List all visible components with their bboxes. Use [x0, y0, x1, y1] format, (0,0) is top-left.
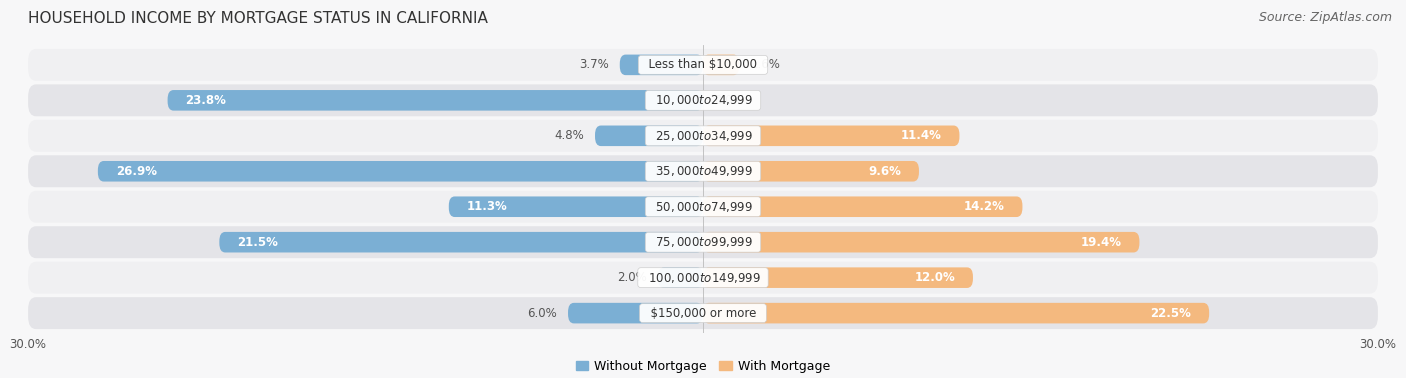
- Text: 11.3%: 11.3%: [467, 200, 508, 213]
- Text: 23.8%: 23.8%: [186, 94, 226, 107]
- Text: 2.0%: 2.0%: [617, 271, 647, 284]
- FancyBboxPatch shape: [620, 54, 703, 75]
- Text: $75,000 to $99,999: $75,000 to $99,999: [648, 235, 758, 249]
- FancyBboxPatch shape: [167, 90, 703, 111]
- Text: 19.4%: 19.4%: [1080, 236, 1122, 249]
- FancyBboxPatch shape: [703, 161, 920, 181]
- FancyBboxPatch shape: [703, 267, 973, 288]
- FancyBboxPatch shape: [98, 161, 703, 181]
- Text: 4.8%: 4.8%: [554, 129, 583, 142]
- FancyBboxPatch shape: [28, 297, 1378, 329]
- Text: $100,000 to $149,999: $100,000 to $149,999: [641, 271, 765, 285]
- Text: 26.9%: 26.9%: [115, 165, 157, 178]
- FancyBboxPatch shape: [595, 125, 703, 146]
- FancyBboxPatch shape: [449, 197, 703, 217]
- FancyBboxPatch shape: [28, 226, 1378, 258]
- Text: 22.5%: 22.5%: [1150, 307, 1191, 320]
- Text: $25,000 to $34,999: $25,000 to $34,999: [648, 129, 758, 143]
- Text: 9.6%: 9.6%: [868, 165, 901, 178]
- Text: $50,000 to $74,999: $50,000 to $74,999: [648, 200, 758, 214]
- Legend: Without Mortgage, With Mortgage: Without Mortgage, With Mortgage: [571, 355, 835, 378]
- Text: 1.6%: 1.6%: [751, 58, 780, 71]
- FancyBboxPatch shape: [28, 191, 1378, 223]
- FancyBboxPatch shape: [28, 49, 1378, 81]
- FancyBboxPatch shape: [28, 120, 1378, 152]
- FancyBboxPatch shape: [28, 262, 1378, 294]
- Text: 14.2%: 14.2%: [963, 200, 1004, 213]
- Text: Less than $10,000: Less than $10,000: [641, 58, 765, 71]
- FancyBboxPatch shape: [568, 303, 703, 324]
- FancyBboxPatch shape: [28, 155, 1378, 187]
- Text: $10,000 to $24,999: $10,000 to $24,999: [648, 93, 758, 107]
- Text: $35,000 to $49,999: $35,000 to $49,999: [648, 164, 758, 178]
- FancyBboxPatch shape: [703, 54, 740, 75]
- Text: 0.0%: 0.0%: [714, 94, 744, 107]
- FancyBboxPatch shape: [703, 197, 1022, 217]
- FancyBboxPatch shape: [703, 303, 1209, 324]
- FancyBboxPatch shape: [219, 232, 703, 253]
- FancyBboxPatch shape: [658, 267, 703, 288]
- Text: 11.4%: 11.4%: [901, 129, 942, 142]
- Text: HOUSEHOLD INCOME BY MORTGAGE STATUS IN CALIFORNIA: HOUSEHOLD INCOME BY MORTGAGE STATUS IN C…: [28, 11, 488, 26]
- Text: Source: ZipAtlas.com: Source: ZipAtlas.com: [1258, 11, 1392, 24]
- Text: $150,000 or more: $150,000 or more: [643, 307, 763, 320]
- FancyBboxPatch shape: [703, 232, 1139, 253]
- FancyBboxPatch shape: [703, 125, 959, 146]
- FancyBboxPatch shape: [28, 84, 1378, 116]
- Text: 6.0%: 6.0%: [527, 307, 557, 320]
- Text: 21.5%: 21.5%: [238, 236, 278, 249]
- Text: 3.7%: 3.7%: [579, 58, 609, 71]
- Text: 12.0%: 12.0%: [914, 271, 955, 284]
